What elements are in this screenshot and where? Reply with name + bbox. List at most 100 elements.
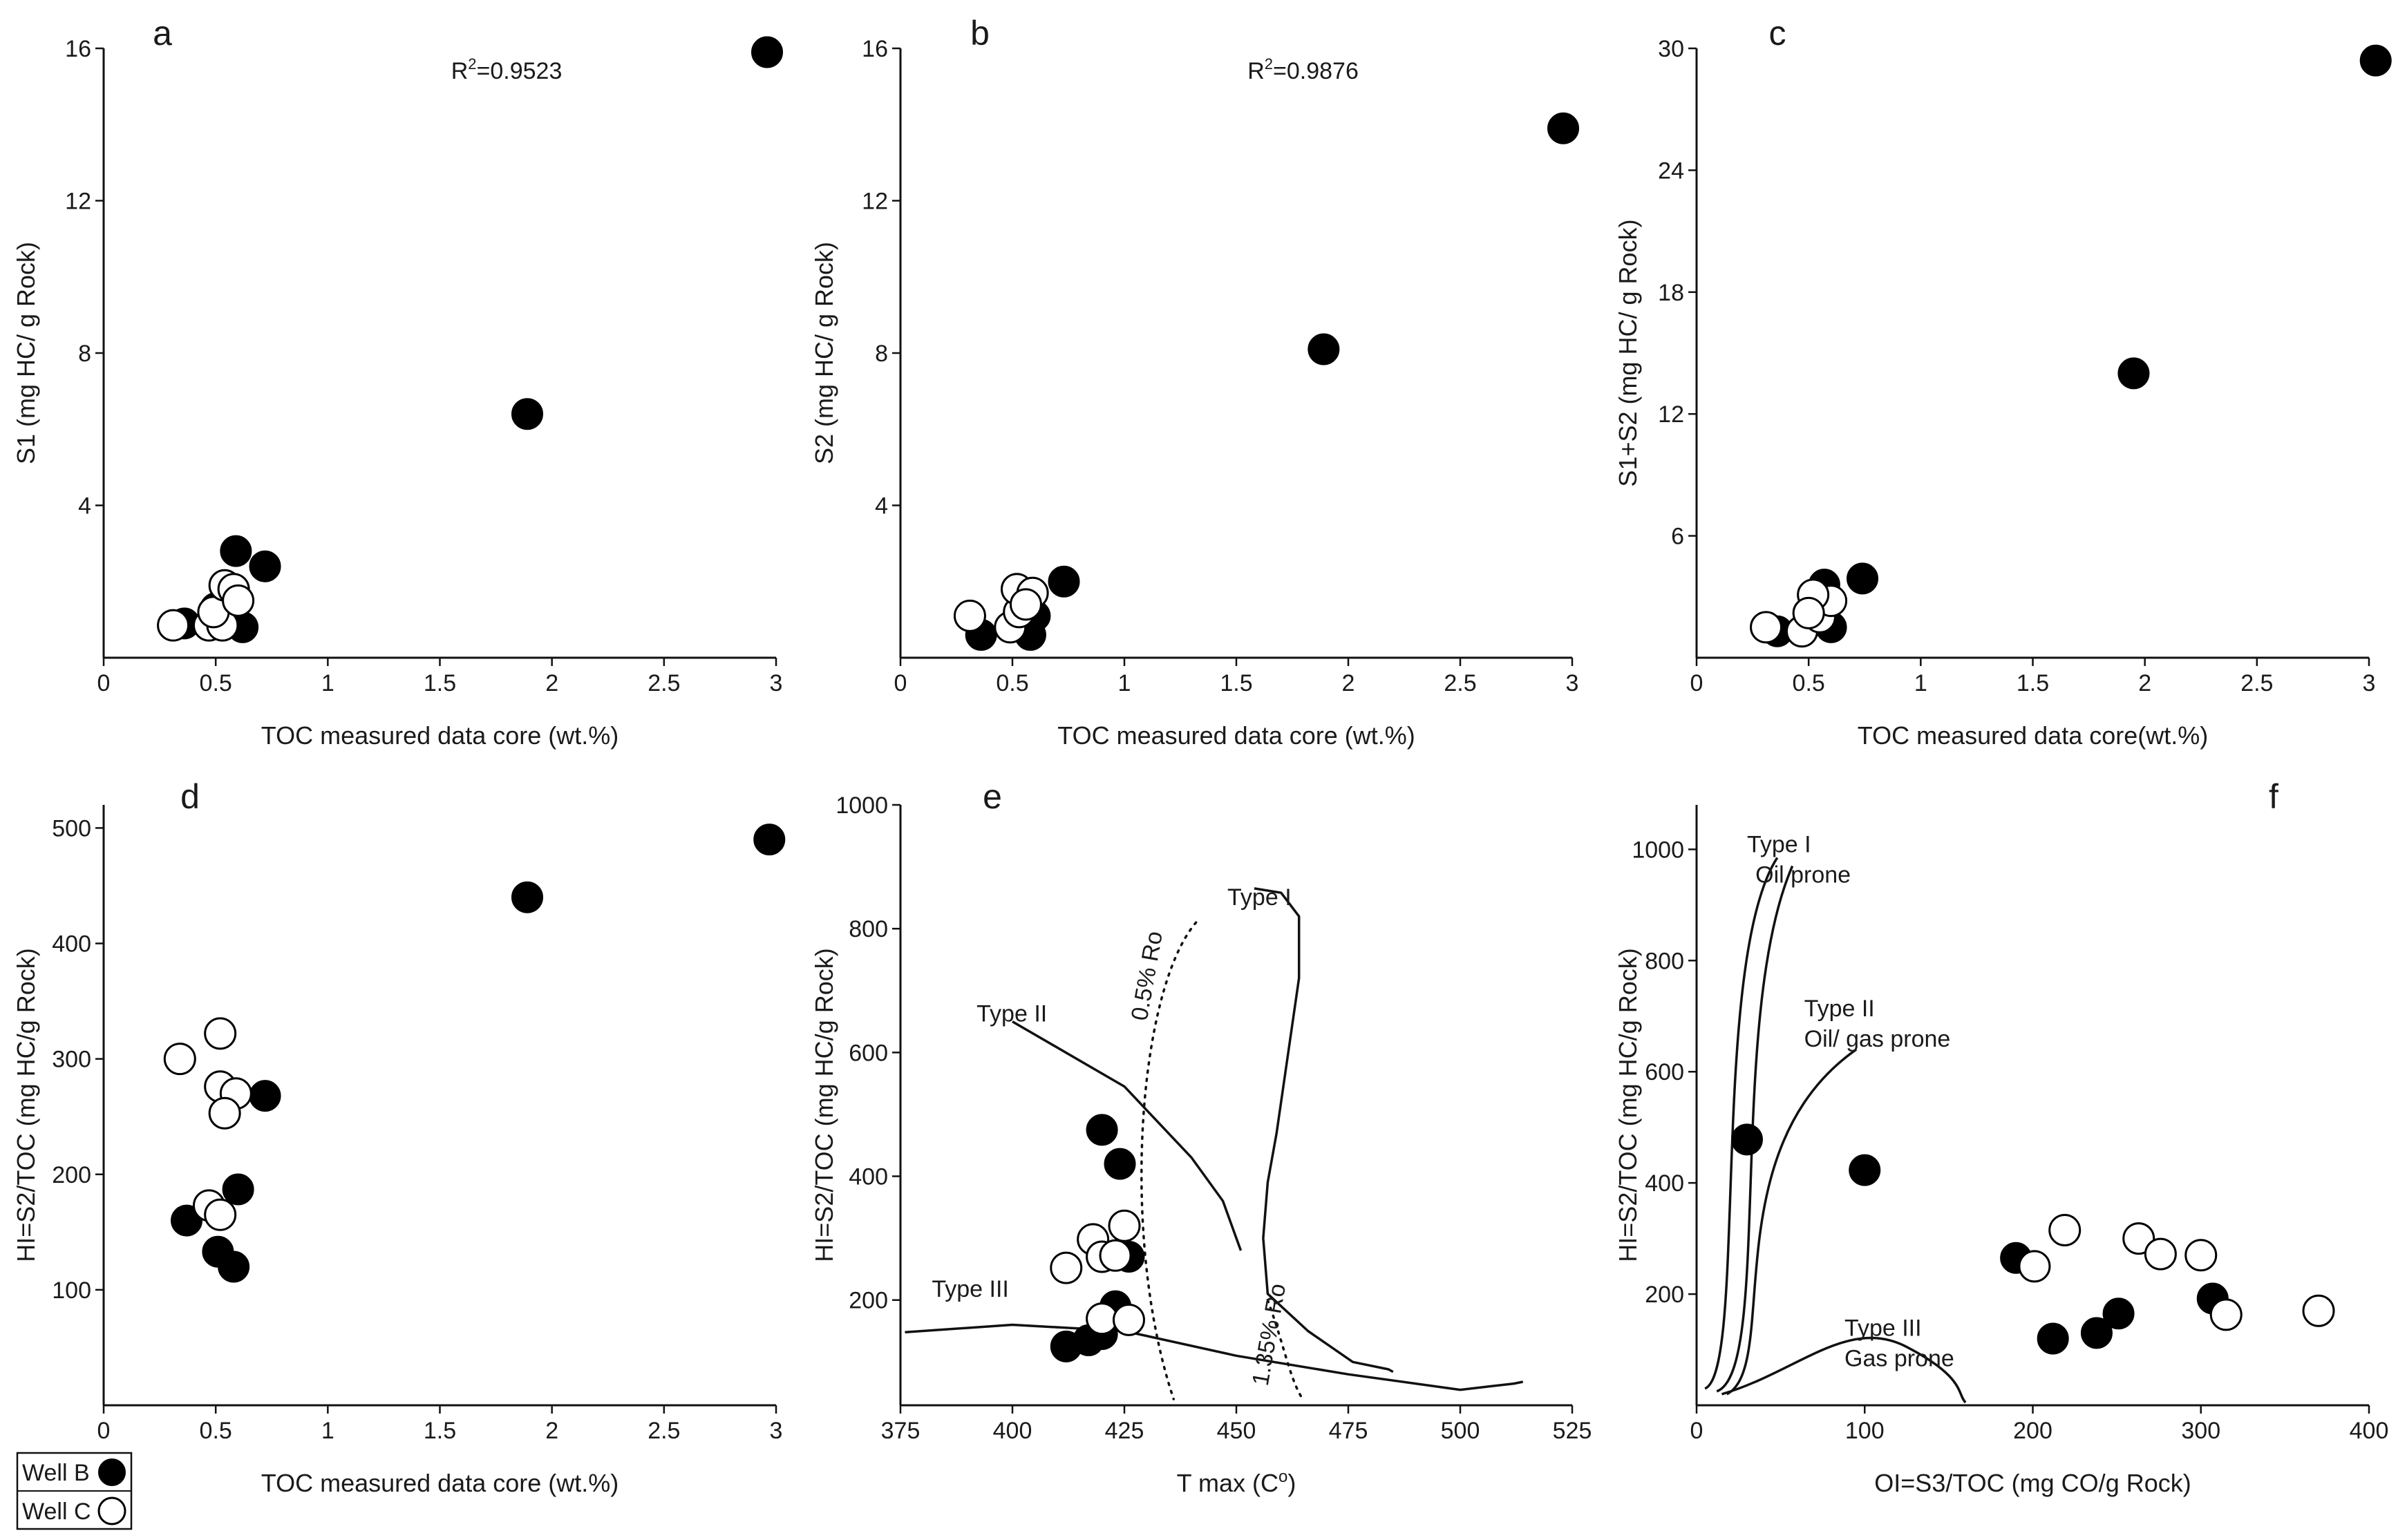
well-c-point	[1112, 1303, 1145, 1336]
well-c-point	[157, 609, 190, 642]
x-tick-label: 450	[1217, 1418, 1256, 1444]
y-tick-label: 4	[78, 493, 91, 520]
panel-d: 0 0.5 1 1.5 2 2.5 3 100 200 300 400 500 TOC measured…	[12, 777, 786, 1497]
type-iii-label: Type III	[932, 1276, 1009, 1302]
x-axis-title-text: OI=S3/TOC (mg CO/g Rock)	[1874, 1469, 2191, 1497]
well-b-point	[511, 398, 543, 430]
panel-letter: b	[970, 14, 990, 53]
well-b-point	[220, 535, 252, 567]
y-axis-title: S1+S2 (mg HC/ g Rock)	[1614, 219, 1642, 486]
legend-label: Well C	[22, 1499, 91, 1525]
x-tick-label: 1	[1914, 670, 1927, 696]
x-tick-label: 1	[1118, 670, 1131, 696]
panel-e: 375 400 425 450 475 500 525 200 400 600 800 1000 T m…	[810, 777, 1592, 1497]
x-axis-title: OI=S3/TOC (mg CO/g Rock)	[1874, 1469, 2191, 1497]
x-tick-label: 375	[881, 1418, 921, 1444]
ro-1-35-label: 1.35% Ro	[1247, 1282, 1291, 1388]
r-squared-annotation: R2=0.9876	[1247, 55, 1359, 84]
well-c-point	[208, 1096, 241, 1130]
well-c-point	[204, 1198, 237, 1231]
y-tick-label: 200	[52, 1162, 91, 1188]
x-axis-title: TOC measured data core(wt.%)	[1858, 721, 2209, 750]
type-iii-label: Type III	[1844, 1315, 1922, 1341]
x-axis-title-sup: o	[1278, 1467, 1287, 1486]
y-tick-label: 8	[78, 341, 91, 367]
well-b-point	[511, 881, 543, 913]
x-axis-title: TOC measured data core (wt.%)	[1057, 721, 1415, 750]
y-tick-label: 12	[862, 189, 888, 215]
x-tick-label: 2	[545, 1418, 558, 1444]
panel-letter: e	[983, 777, 1002, 816]
y-tick-label: 16	[65, 36, 91, 62]
x-tick-label: 0	[894, 670, 907, 696]
x-tick-label: 3	[1566, 670, 1579, 696]
y-tick-label: 600	[1645, 1059, 1684, 1085]
panel-f: 0 100 200 300 400 200 400 600 800 1000 OI=S3/TOC (…	[1614, 777, 2388, 1497]
y-tick-label: 100	[52, 1277, 91, 1304]
type-ii-sublabel: Oil/ gas prone	[1804, 1026, 1951, 1052]
well-b-point	[2359, 44, 2392, 77]
y-tick-label: 500	[52, 815, 91, 842]
legend: Well B Well C	[16, 1452, 133, 1530]
x-tick-label: 2.5	[648, 1418, 680, 1444]
y-tick-label: 400	[52, 931, 91, 958]
x-tick-label: 0.5	[1793, 670, 1825, 696]
well-b-point	[1547, 112, 1580, 144]
panel-letter: a	[153, 14, 172, 53]
y-tick-label: 24	[1658, 158, 1684, 184]
x-axis-title: T max (Co)	[1177, 1467, 1296, 1497]
y-tick-label: 400	[849, 1164, 888, 1190]
well-b-point	[1730, 1123, 1763, 1156]
well-c-point	[1108, 1209, 1141, 1242]
type-i-curve	[1704, 857, 1779, 1390]
y-axis-title: HI=S2/TOC (mg HC/g Rock)	[810, 948, 838, 1262]
well-c-point	[2209, 1298, 2243, 1331]
y-tick-label: 200	[849, 1288, 888, 1314]
y-tick-label: 6	[1671, 524, 1684, 550]
x-tick-label: 400	[2350, 1418, 2389, 1444]
x-tick-label: 2.5	[2240, 670, 2273, 696]
y-axis-title: HI=S2/TOC (mg HC/g Rock)	[12, 948, 40, 1262]
well-c-point	[1750, 611, 1783, 644]
x-axis-title: TOC measured data core (wt.%)	[261, 721, 619, 750]
well-c-point	[2048, 1214, 2082, 1247]
y-tick-label: 12	[65, 189, 91, 215]
r-squared-annotation: R2=0.9523	[451, 55, 563, 84]
y-axis-title: HI=S2/TOC (mg HC/g Rock)	[1614, 948, 1642, 1262]
well-c-point	[2144, 1237, 2177, 1271]
y-tick-label: 1000	[836, 792, 888, 819]
panel-b: 0 0.5 1 1.5 2 2.5 3 4 8 12 16 TOC measured data cor…	[810, 14, 1580, 750]
type-i-sublabel: Oil prone	[1755, 862, 1851, 888]
y-tick-label: 600	[849, 1040, 888, 1066]
well-c-point	[2122, 1222, 2155, 1255]
x-tick-label: 425	[1105, 1418, 1144, 1444]
y-tick-label: 800	[1645, 948, 1684, 974]
x-tick-label: 100	[1845, 1418, 1885, 1444]
x-tick-label: 1	[321, 670, 334, 696]
x-tick-label: 475	[1329, 1418, 1368, 1444]
type-i-inner-curve	[1716, 865, 1794, 1393]
panel-letter: d	[180, 777, 200, 816]
x-tick-label: 2	[2138, 670, 2151, 696]
x-tick-label: 400	[993, 1418, 1032, 1444]
well-b-point	[249, 1080, 281, 1112]
well-b-point	[753, 824, 786, 856]
ro-0-5-label: 0.5% Ro	[1126, 929, 1168, 1023]
panel-letter: f	[2269, 777, 2278, 816]
well-c-point	[204, 1017, 237, 1050]
type-iii-curve	[1721, 1336, 1967, 1404]
well-b-point	[222, 1173, 254, 1206]
well-b-point	[218, 1251, 250, 1283]
x-tick-label: 0.5	[200, 670, 232, 696]
well-b-point	[1849, 1154, 1881, 1186]
well-c-point	[163, 1043, 196, 1076]
well-c-point	[2302, 1294, 2335, 1327]
x-axis-title-suffix: )	[1287, 1469, 1296, 1497]
panel-c: 0 0.5 1 1.5 2 2.5 3 6 12 18 24 30 TOC measured data …	[1614, 14, 2392, 750]
ro-0-5-curve	[1140, 921, 1198, 1400]
type-i-label: Type I	[1747, 831, 1811, 857]
x-axis-title-text: TOC measured data core (wt.%)	[261, 721, 619, 750]
r-squared-value: =0.9876	[1273, 58, 1359, 84]
type-i-curve	[1254, 887, 1394, 1373]
